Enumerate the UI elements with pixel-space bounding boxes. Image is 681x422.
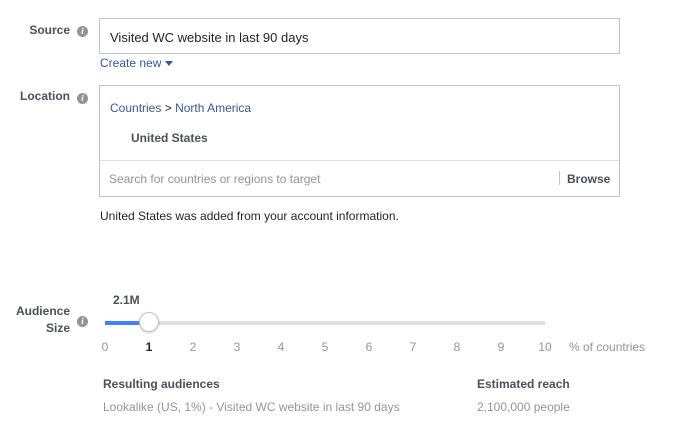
slider-tick: 1 <box>145 340 153 354</box>
breadcrumb-countries[interactable]: Countries <box>110 101 162 115</box>
location-breadcrumb: Countries > North America <box>110 101 251 115</box>
slider-tick: 6 <box>365 340 373 354</box>
selected-location: United States <box>131 131 208 145</box>
browse-button[interactable]: Browse <box>567 172 611 186</box>
caret-down-icon <box>164 61 173 67</box>
slider-tick: 0 <box>101 340 109 354</box>
slider-tick: 8 <box>453 340 461 354</box>
info-icon[interactable]: i <box>77 316 88 327</box>
slider-tick: 4 <box>277 340 285 354</box>
estimated-reach: 2,100,000 people <box>477 400 570 414</box>
separator <box>559 171 560 185</box>
slider-tick: 3 <box>233 340 241 354</box>
slider-fill <box>105 321 149 325</box>
divider <box>100 160 619 161</box>
source-input[interactable]: Visited WC website in last 90 days <box>99 18 620 54</box>
slider-tick: 9 <box>497 340 505 354</box>
slider-tick: 2 <box>189 340 197 354</box>
slider-tick: 7 <box>409 340 417 354</box>
create-new-label: Create new <box>100 56 162 70</box>
resulting-audiences-header: Resulting audiences <box>103 377 220 391</box>
location-box: Countries > North America United States … <box>99 85 620 197</box>
create-new-dropdown[interactable]: Create new <box>100 56 173 70</box>
resulting-audience: Lookalike (US, 1%) - Visited WC website … <box>103 400 400 414</box>
location-search-input[interactable]: Search for countries or regions to targe… <box>109 172 321 186</box>
audience-size-label-2: Size <box>45 321 70 335</box>
location-note: United States was added from your accoun… <box>100 209 399 223</box>
slider-unit: % of countries <box>569 340 646 354</box>
slider-tick: 10 <box>538 340 552 354</box>
source-label: Source <box>29 23 70 37</box>
slider-thumb[interactable] <box>139 312 159 332</box>
info-icon[interactable]: i <box>77 26 88 37</box>
source-value: Visited WC website in last 90 days <box>110 30 309 45</box>
estimated-reach-header: Estimated reach <box>477 377 570 391</box>
slider-tick: 5 <box>321 340 329 354</box>
audience-size-label-1: Audience <box>15 304 70 318</box>
breadcrumb-north-america[interactable]: North America <box>175 101 252 115</box>
breadcrumb-separator: > <box>164 101 172 115</box>
info-icon[interactable]: i <box>77 93 88 104</box>
slider-track[interactable] <box>105 321 545 325</box>
audience-size-value: 2.1M <box>113 293 140 307</box>
location-label: Location <box>20 89 70 103</box>
